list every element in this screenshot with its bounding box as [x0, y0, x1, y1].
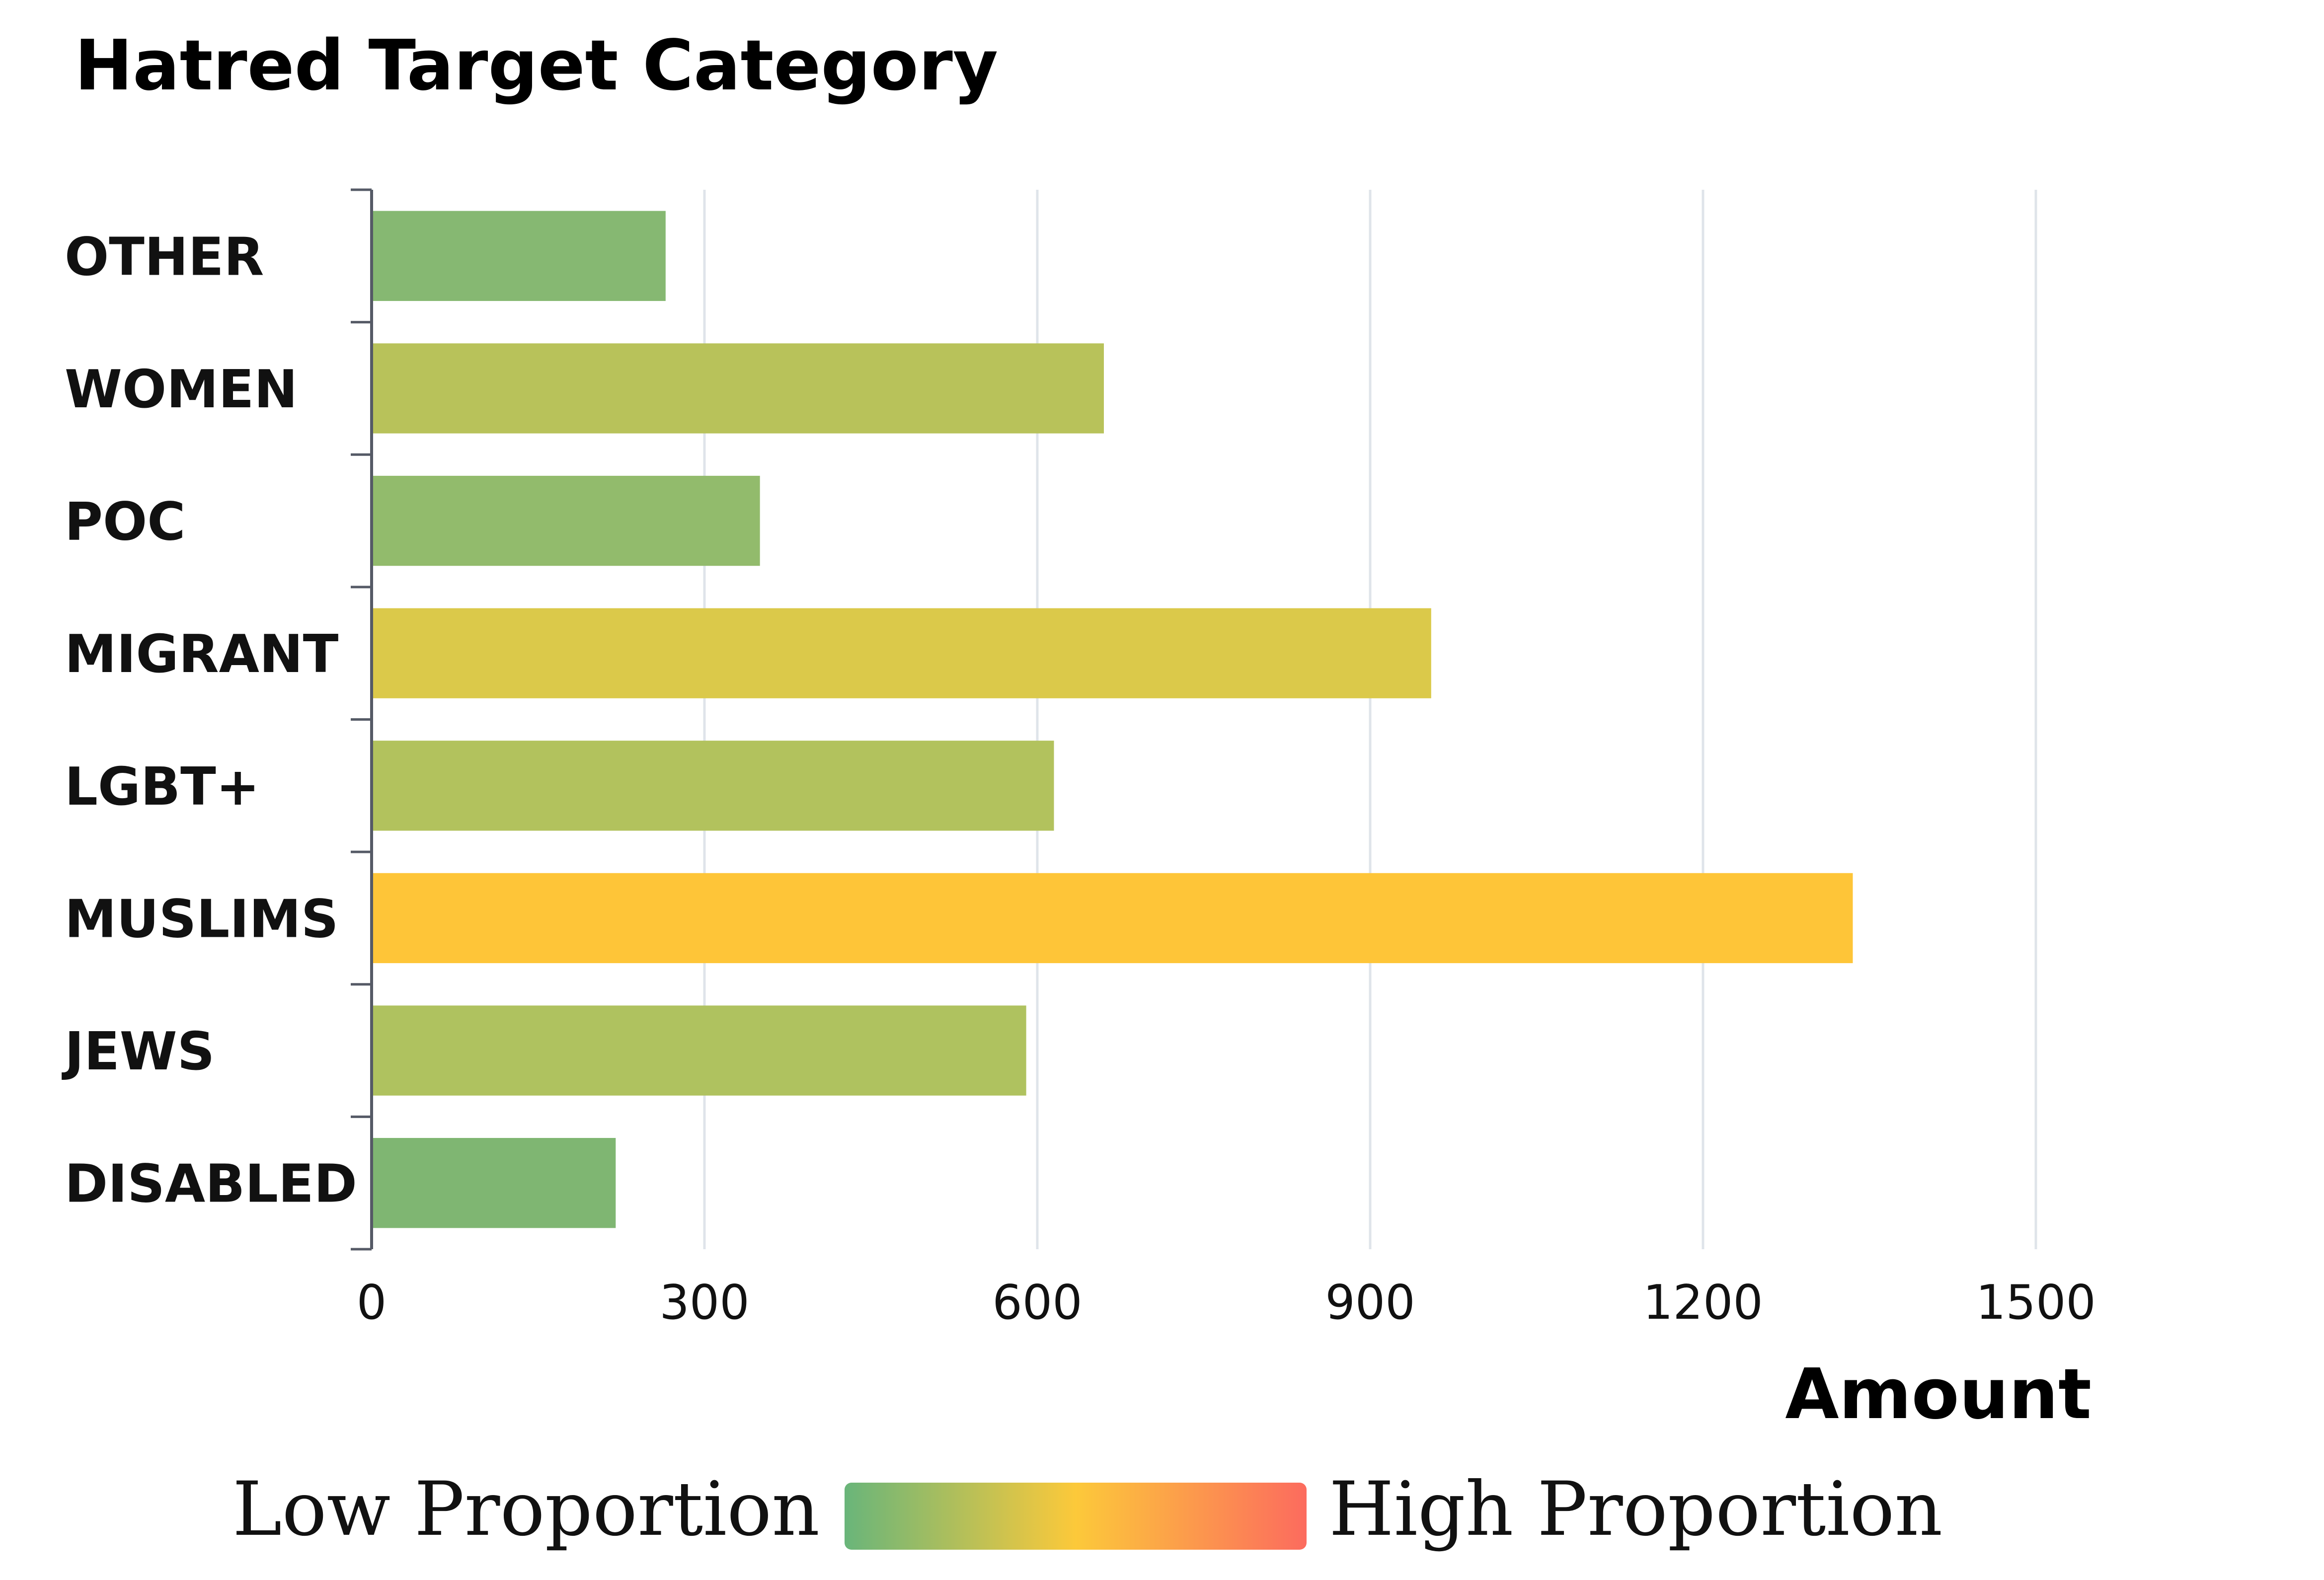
x-axis-title: Amount — [1785, 1354, 2092, 1435]
x-tick-labels: 0 300 600 900 1200 1500 — [357, 1276, 2096, 1330]
bars — [372, 211, 1853, 1228]
bar-muslims — [372, 873, 1853, 964]
category-label: WOMEN — [65, 359, 298, 420]
category-label: JEWS — [62, 1021, 215, 1082]
category-label: POC — [65, 492, 185, 552]
color-scale-legend: Low Proportion High Proportion — [232, 1466, 1942, 1553]
bar-jews — [372, 1005, 1026, 1096]
legend-gradient-bar — [845, 1483, 1307, 1550]
bar-poc — [372, 475, 760, 566]
bar-disabled — [372, 1138, 616, 1228]
category-labels: OTHER WOMEN POC MIGRANT LGBT+ MUSLIMS JEWS DISA… — [62, 226, 357, 1214]
x-tick-label: 900 — [1325, 1276, 1415, 1330]
x-tick-label: 1500 — [1976, 1276, 2096, 1330]
bar-other — [372, 211, 666, 301]
legend-high-label: High Proportion — [1329, 1466, 1942, 1553]
category-label: MUSLIMS — [65, 889, 338, 949]
chart-title: Hatred Target Category — [75, 25, 998, 106]
bar-migrant — [372, 608, 1431, 698]
x-tick-label: 0 — [357, 1276, 387, 1330]
legend-low-label: Low Proportion — [232, 1466, 820, 1553]
bar-women — [372, 343, 1104, 434]
x-tick-label: 600 — [992, 1276, 1082, 1330]
bar-lgbt — [372, 741, 1054, 831]
x-tick-label: 1200 — [1643, 1276, 1763, 1330]
category-label: MIGRANT — [65, 624, 339, 684]
category-label: DISABLED — [65, 1154, 357, 1214]
y-axis — [351, 188, 373, 1251]
category-label: OTHER — [65, 226, 264, 287]
category-label: LGBT+ — [65, 756, 260, 817]
x-tick-label: 300 — [659, 1276, 749, 1330]
